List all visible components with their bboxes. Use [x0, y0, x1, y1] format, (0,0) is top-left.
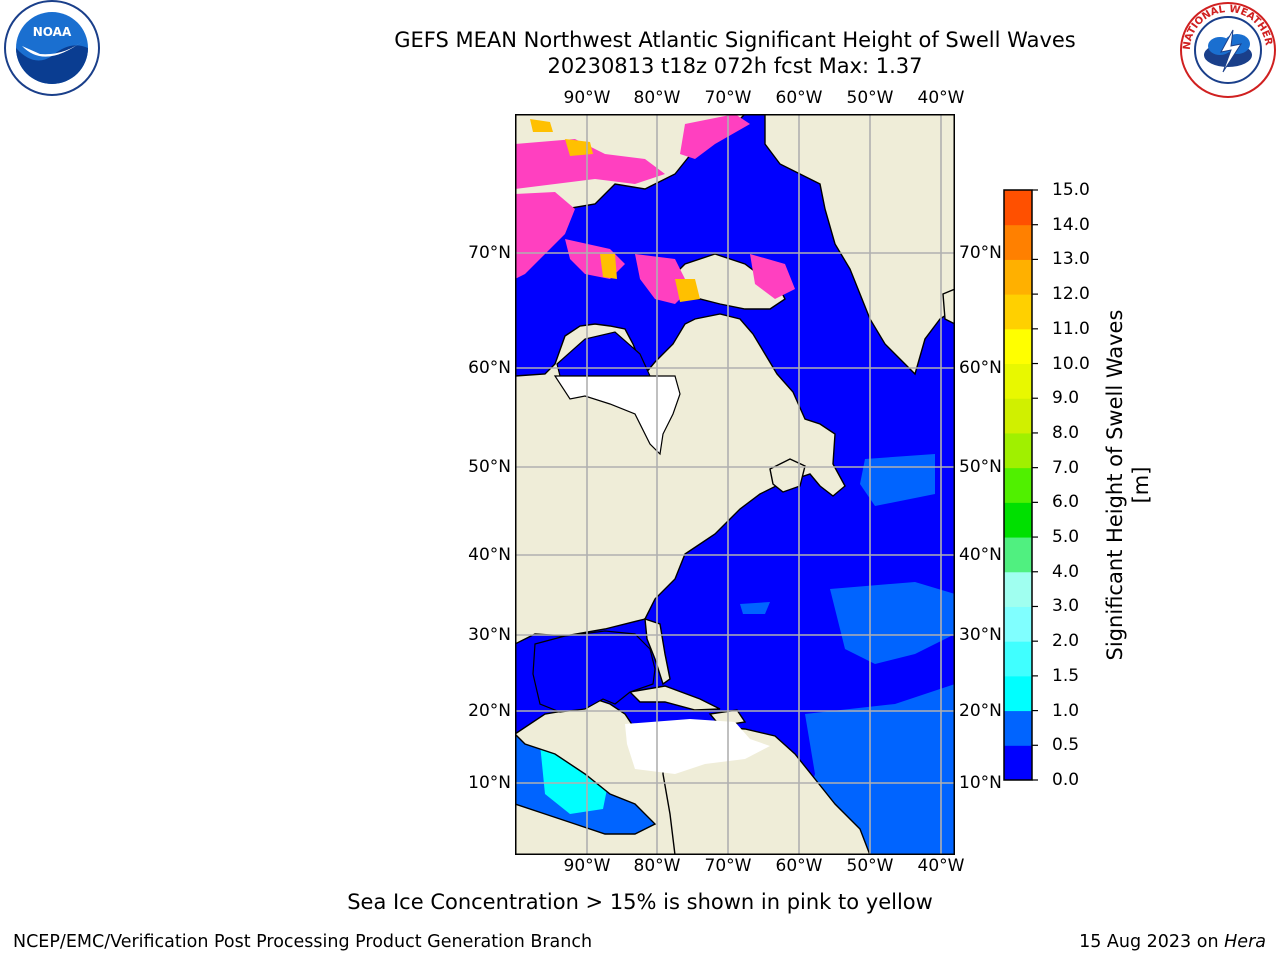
land-north-america: [515, 114, 846, 645]
colorbar-tick-label: 1.0: [1052, 700, 1080, 721]
map-title: GEFS MEAN Northwest Atlantic Significant…: [394, 28, 1076, 52]
colorbar-tick-label: 9.0: [1052, 388, 1080, 409]
ocean-gulf-of-mexico: [532, 630, 656, 713]
colorbar-segment: [1004, 502, 1032, 538]
lon-tick-bottom: 90°W: [563, 856, 611, 876]
sea-ice-note: Sea Ice Concentration > 15% is shown in …: [347, 890, 933, 914]
swell-region-mid-atlantic: [830, 582, 955, 664]
colorbar-tick-label: 0.5: [1052, 735, 1080, 756]
land-cuba: [628, 685, 721, 711]
lon-tick-top: 50°W: [846, 88, 894, 108]
lon-tick-bottom: 80°W: [633, 856, 681, 876]
colorbar-tick-label: 3.0: [1052, 596, 1080, 617]
noaa-logo-text: NOAA: [33, 25, 72, 39]
colorbar-segment: [1004, 606, 1032, 642]
missing-caribbean: [625, 719, 770, 774]
colorbar-segment: [1004, 675, 1032, 712]
colorbar-segment: [1004, 537, 1032, 573]
date-stamp: 15 Aug 2023 on Hera: [1079, 932, 1266, 952]
colorbar-segment: [1004, 571, 1032, 607]
map-panel: [515, 114, 955, 855]
colorbar-tick-label: 11.0: [1052, 318, 1090, 339]
map-subtitle: 20230813 t18z 072h fcst Max: 1.37: [547, 54, 923, 78]
lat-tick-right: 20°N: [959, 701, 1002, 721]
sea-ice-yellow: [530, 119, 700, 302]
colorbar-segment: [1004, 190, 1032, 226]
colorbar-tick-label: 5.0: [1052, 527, 1080, 548]
colorbar-tick-label: 0.0: [1052, 770, 1080, 790]
land-central-america: [515, 698, 701, 855]
date-stamp-host: Hera: [1224, 932, 1266, 952]
colorbar-segment: [1004, 294, 1032, 330]
lon-tick-top: 60°W: [775, 88, 823, 108]
lon-tick-top: 40°W: [917, 88, 965, 108]
colorbar-segment: [1004, 641, 1032, 677]
colorbar-tick-label: 7.0: [1052, 457, 1080, 478]
nws-logo: NATIONAL WEATHER SERVICE: [1175, 0, 1276, 98]
lat-tick-left: 50°N: [468, 457, 511, 477]
lat-tick-right: 10°N: [959, 773, 1002, 793]
colorbar-tick-label: 6.0: [1052, 492, 1080, 513]
lon-tick-bottom: 60°W: [775, 856, 823, 876]
colorbar-segment: [1004, 328, 1032, 365]
colorbar-tick-label: 14.0: [1052, 214, 1090, 235]
lat-tick-right: 50°N: [959, 457, 1002, 477]
lon-tick-top: 70°W: [704, 88, 752, 108]
colorbar-tick-label: 2.0: [1052, 631, 1080, 652]
lat-tick-left: 30°N: [468, 625, 511, 645]
colorbar-tick-label: 1.5: [1052, 665, 1080, 686]
lat-tick-left: 70°N: [468, 243, 511, 263]
lat-tick-left: 10°N: [468, 773, 511, 793]
colorbar-segment: [1004, 745, 1032, 781]
colorbar-segment: [1004, 224, 1032, 260]
colorbar-tick-label: 13.0: [1052, 249, 1090, 270]
lon-tick-bottom: 40°W: [917, 856, 965, 876]
lat-tick-right: 70°N: [959, 243, 1002, 263]
colorbar: [1003, 189, 1038, 781]
lat-tick-left: 40°N: [468, 545, 511, 565]
lat-tick-left: 20°N: [468, 701, 511, 721]
colorbar-segment: [1004, 467, 1032, 503]
lon-tick-bottom: 70°W: [704, 856, 752, 876]
colorbar-segment: [1004, 432, 1032, 469]
date-stamp-text: 15 Aug 2023 on: [1079, 932, 1219, 952]
graticule: [515, 114, 955, 855]
colorbar-segment: [1004, 363, 1032, 399]
credit-line: NCEP/EMC/Verification Post Processing Pr…: [13, 932, 593, 952]
colorbar-segment: [1004, 259, 1032, 295]
swell-region-west-atlantic: [740, 602, 770, 614]
lon-tick-bottom: 50°W: [846, 856, 894, 876]
lon-tick-top: 80°W: [633, 88, 681, 108]
colorbar-frame: [1003, 189, 1033, 781]
colorbar-tick-label: 10.0: [1052, 353, 1090, 374]
colorbar-segment: [1004, 710, 1032, 746]
colorbar-tick-label: 12.0: [1052, 284, 1090, 305]
land-greenland: [764, 114, 955, 376]
colorbar-tick-label: 8.0: [1052, 422, 1080, 443]
map-frame: [515, 114, 955, 855]
land-iceland: [942, 288, 955, 325]
noaa-logo: NOAA: [4, 0, 100, 96]
colorbar-tick-label: 15.0: [1052, 180, 1090, 200]
lon-tick-top: 90°W: [563, 88, 611, 108]
sea-ice-pink: [515, 114, 795, 304]
lat-tick-right: 60°N: [959, 358, 1002, 378]
lat-tick-right: 40°N: [959, 545, 1002, 565]
lat-tick-left: 60°N: [468, 358, 511, 378]
colorbar-tick-label: 4.0: [1052, 561, 1080, 582]
lat-tick-right: 30°N: [959, 625, 1002, 645]
colorbar-segment: [1004, 398, 1032, 434]
colorbar-label: Significant Height of Swell Waves [m]: [1103, 309, 1153, 661]
